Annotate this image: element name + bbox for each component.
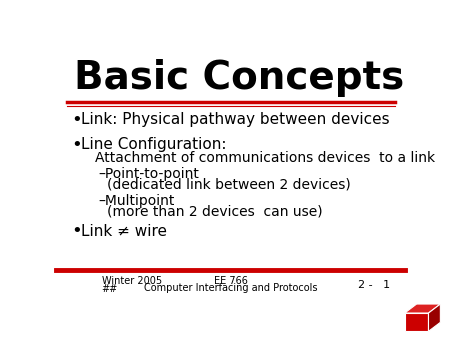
Text: OHIO: OHIO xyxy=(14,308,33,313)
Polygon shape xyxy=(405,313,428,331)
Text: Basic Concepts: Basic Concepts xyxy=(74,59,404,97)
Text: (dedicated link between 2 devices): (dedicated link between 2 devices) xyxy=(107,177,351,191)
Text: –Point-to-point: –Point-to-point xyxy=(98,167,199,181)
Polygon shape xyxy=(405,304,441,313)
Text: Link ≠ wire: Link ≠ wire xyxy=(81,223,166,239)
Text: •: • xyxy=(71,222,81,240)
Text: –Multipoint: –Multipoint xyxy=(98,194,175,208)
Text: •: • xyxy=(71,111,81,129)
Text: EE 766: EE 766 xyxy=(214,275,248,286)
Polygon shape xyxy=(428,304,441,331)
Text: Attachment of communications devices  to a link: Attachment of communications devices to … xyxy=(94,151,435,165)
Text: STATE: STATE xyxy=(11,316,36,322)
Text: •: • xyxy=(71,136,81,154)
Text: 2 -   1: 2 - 1 xyxy=(358,280,390,290)
Text: Winter 2005: Winter 2005 xyxy=(102,276,162,286)
Text: Computer Interfacing and Protocols: Computer Interfacing and Protocols xyxy=(144,283,317,293)
Text: (more than 2 devices  can use): (more than 2 devices can use) xyxy=(107,204,323,218)
Text: ##: ## xyxy=(102,284,118,294)
Text: Link: Physical pathway between devices: Link: Physical pathway between devices xyxy=(81,113,389,127)
Text: Line Configuration:: Line Configuration: xyxy=(81,137,226,152)
